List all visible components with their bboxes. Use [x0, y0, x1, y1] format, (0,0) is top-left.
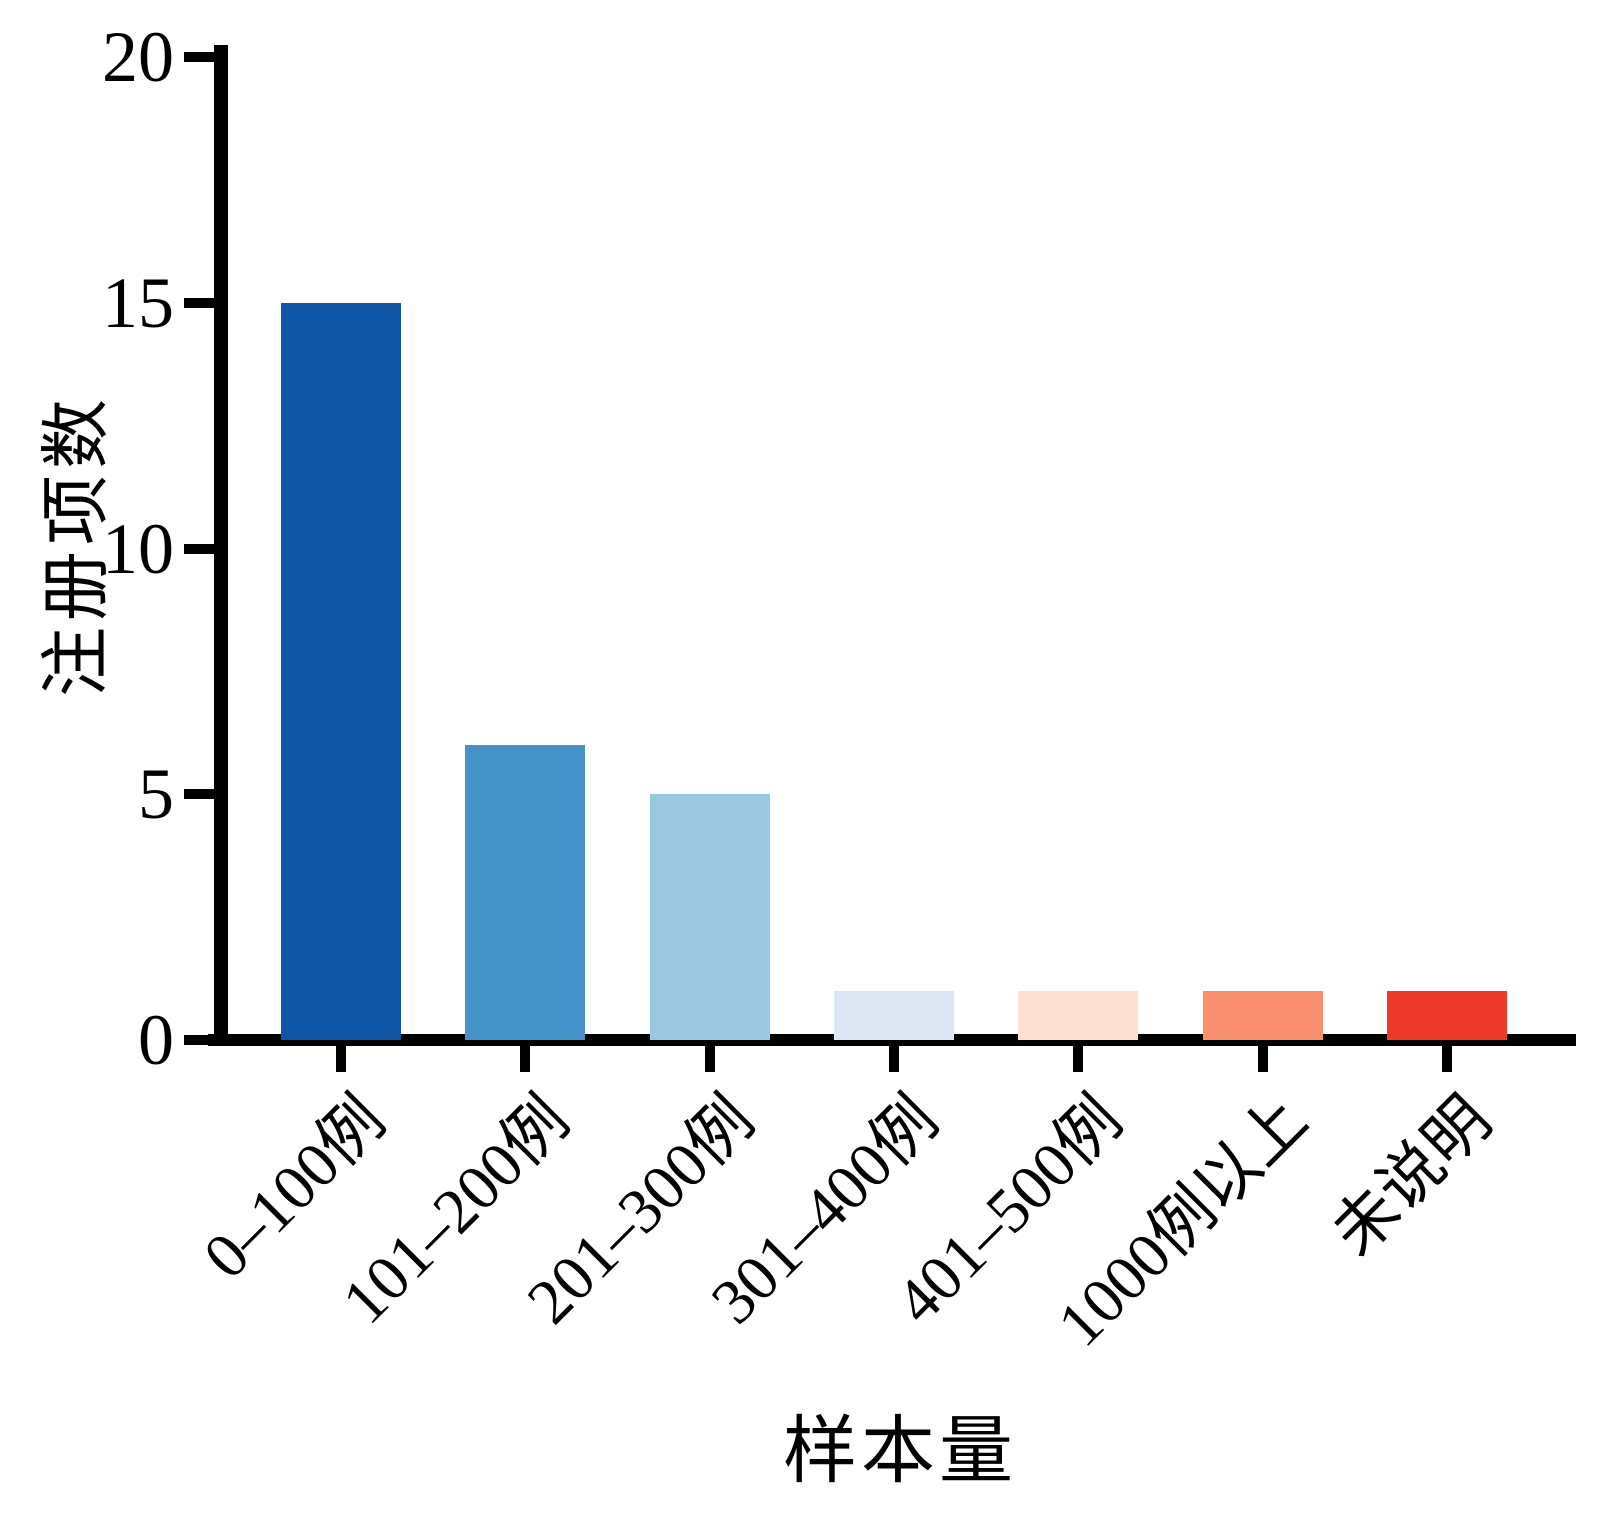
x-axis-tick: [1257, 1046, 1268, 1072]
bar: [649, 794, 770, 1040]
x-axis-tick: [704, 1046, 715, 1072]
x-axis-title: 样本量: [783, 1411, 1017, 1493]
y-axis-tick: [184, 297, 214, 308]
bar: [833, 990, 954, 1040]
y-axis-tick-label: 15: [102, 262, 174, 343]
y-axis-tick: [184, 1035, 214, 1045]
x-axis-tick: [888, 1046, 899, 1072]
y-axis-tick-label: 0: [138, 1000, 174, 1080]
y-axis-tick: [184, 52, 214, 62]
bar: [1386, 990, 1507, 1040]
y-axis-tick-label: 10: [102, 508, 174, 589]
y-axis-tick: [184, 543, 214, 554]
y-axis-tick-label: 20: [102, 17, 174, 97]
bar: [281, 302, 401, 1040]
y-axis-tick-label: 5: [138, 754, 174, 835]
x-axis-tick: [1441, 1046, 1452, 1072]
bar: [1018, 990, 1139, 1040]
y-axis-line: [214, 45, 228, 1046]
bar: [1202, 990, 1323, 1040]
y-axis-tick: [184, 789, 214, 800]
bar: [465, 745, 586, 1040]
x-axis-tick: [520, 1046, 531, 1072]
x-axis-tick: [1073, 1046, 1084, 1072]
x-axis-tick: [336, 1046, 346, 1072]
x-axis-tick-label: 未说明: [1318, 1083, 1505, 1270]
